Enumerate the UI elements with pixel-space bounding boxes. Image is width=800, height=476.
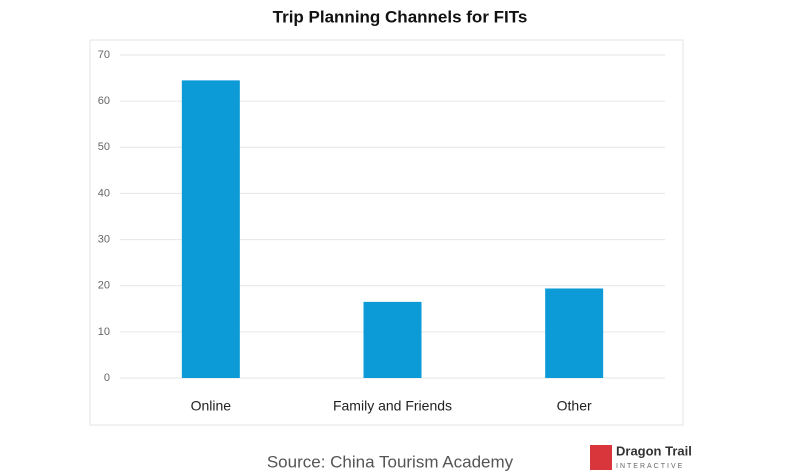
logo-icon	[590, 445, 612, 470]
y-tick-label: 20	[98, 280, 110, 292]
source-note: Source: China Tourism Academy	[267, 452, 514, 471]
bar	[181, 80, 240, 378]
y-tick-label: 0	[104, 372, 110, 384]
x-tick-label: Other	[557, 398, 592, 414]
y-tick-label: 10	[98, 326, 110, 338]
logo-name: Dragon Trail	[616, 443, 692, 458]
y-tick-label: 50	[98, 141, 110, 153]
x-tick-label: Family and Friends	[333, 398, 452, 414]
y-tick-label: 60	[98, 95, 110, 107]
x-tick-label: Online	[191, 398, 232, 414]
bar	[545, 288, 604, 378]
chart-title: Trip Planning Channels for FITs	[273, 7, 528, 26]
chart-frame	[89, 39, 684, 426]
bar	[363, 301, 422, 378]
logo-tagline: INTERACTIVE	[616, 463, 684, 470]
y-tick-label: 30	[98, 233, 110, 245]
y-tick-label: 40	[98, 187, 110, 199]
y-tick-label: 70	[98, 49, 110, 61]
